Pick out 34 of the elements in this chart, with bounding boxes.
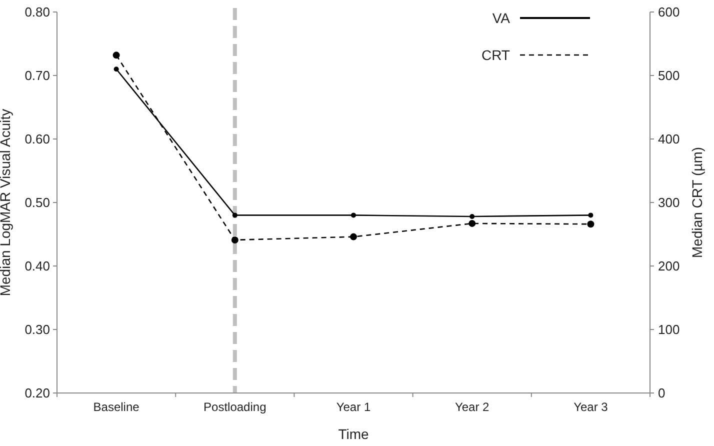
point <box>587 220 594 228</box>
y-tick-label: 0.70 <box>24 68 50 84</box>
y-tick-label: 0.30 <box>24 322 50 338</box>
x-tick-label: Year 2 <box>454 400 490 414</box>
legend-label: CRT <box>481 46 510 63</box>
point <box>588 212 594 218</box>
legend-label: VA <box>492 10 511 26</box>
x-axis-title: Time <box>338 426 370 442</box>
y2-tick-label: 0 <box>658 386 666 401</box>
y-tick-label: 0.50 <box>24 195 50 210</box>
y2-tick-label: 500 <box>658 68 680 84</box>
point <box>232 212 238 218</box>
y2-tick-label: 100 <box>658 322 680 338</box>
x-tick-label: Baseline <box>93 400 140 414</box>
y-tick-label: 0.60 <box>24 132 50 147</box>
y2-tick-label: 400 <box>658 132 680 147</box>
y2-axis-title: Median CRT (µm) <box>689 146 705 258</box>
point <box>114 66 119 72</box>
y-tick-label: 0.80 <box>24 4 50 20</box>
y-axis-title: Median LogMAR Visual Acuity <box>0 108 13 296</box>
point <box>350 233 357 240</box>
x-tick-label: Postloading <box>204 400 266 414</box>
y2-tick-label: 200 <box>658 258 680 274</box>
x-tick-label: Year 1 <box>336 400 371 414</box>
point <box>470 214 475 219</box>
y-tick-label: 0.40 <box>24 258 50 274</box>
point <box>468 220 476 227</box>
y2-tick-label: 300 <box>658 195 680 210</box>
y2-tick-label: 600 <box>658 4 680 20</box>
point <box>231 236 238 244</box>
x-tick-label: Year 3 <box>574 400 608 414</box>
point <box>112 52 120 59</box>
point <box>351 212 356 218</box>
y-tick-label: 0.20 <box>24 386 50 401</box>
